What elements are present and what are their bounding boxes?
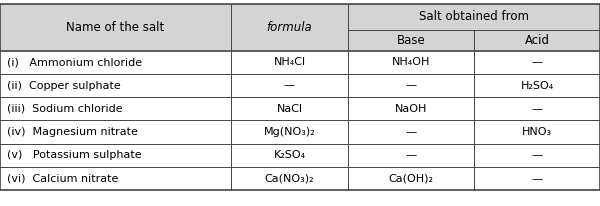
Bar xyxy=(231,4,348,51)
Bar xyxy=(231,97,348,121)
Bar xyxy=(474,74,600,97)
Text: (vi)  Calcium nitrate: (vi) Calcium nitrate xyxy=(7,174,119,184)
Text: (i)   Ammonium chloride: (i) Ammonium chloride xyxy=(7,57,142,67)
Bar xyxy=(348,97,474,121)
Text: —: — xyxy=(532,104,542,114)
Bar xyxy=(0,74,231,97)
Text: (ii)  Copper sulphate: (ii) Copper sulphate xyxy=(7,81,121,91)
Text: —: — xyxy=(532,57,542,67)
Text: (v)   Potassium sulphate: (v) Potassium sulphate xyxy=(7,150,142,160)
Bar xyxy=(348,121,474,144)
Text: H₂SO₄: H₂SO₄ xyxy=(520,81,554,91)
Text: —: — xyxy=(532,150,542,160)
Text: Ca(OH)₂: Ca(OH)₂ xyxy=(389,174,434,184)
Text: (iv)  Magnesium nitrate: (iv) Magnesium nitrate xyxy=(7,127,138,137)
Bar xyxy=(348,74,474,97)
Bar xyxy=(474,30,600,51)
Text: NaCl: NaCl xyxy=(277,104,302,114)
Bar xyxy=(231,144,348,167)
Bar xyxy=(231,74,348,97)
Bar xyxy=(474,51,600,74)
Text: Mg(NO₃)₂: Mg(NO₃)₂ xyxy=(263,127,316,137)
Text: Base: Base xyxy=(397,34,425,47)
Bar xyxy=(0,167,231,190)
Text: —: — xyxy=(284,81,295,91)
Bar xyxy=(231,51,348,74)
Text: formula: formula xyxy=(266,21,313,34)
Text: NH₄Cl: NH₄Cl xyxy=(274,57,305,67)
Bar xyxy=(0,97,231,121)
Bar xyxy=(348,144,474,167)
Text: Salt obtained from: Salt obtained from xyxy=(419,11,529,23)
Text: Acid: Acid xyxy=(524,34,550,47)
Text: —: — xyxy=(406,127,416,137)
Text: —: — xyxy=(406,150,416,160)
Bar xyxy=(0,121,231,144)
Text: —: — xyxy=(406,81,416,91)
Bar xyxy=(474,97,600,121)
Text: Ca(NO₃)₂: Ca(NO₃)₂ xyxy=(265,174,314,184)
Text: HNO₃: HNO₃ xyxy=(522,127,552,137)
Bar xyxy=(0,144,231,167)
Text: —: — xyxy=(532,174,542,184)
Bar xyxy=(474,144,600,167)
Bar xyxy=(348,30,474,51)
Bar xyxy=(231,167,348,190)
Bar xyxy=(0,4,231,51)
Bar xyxy=(231,121,348,144)
Text: Name of the salt: Name of the salt xyxy=(67,21,164,34)
Text: NH₄OH: NH₄OH xyxy=(392,57,430,67)
Text: K₂SO₄: K₂SO₄ xyxy=(274,150,305,160)
Bar xyxy=(0,51,231,74)
Text: (iii)  Sodium chloride: (iii) Sodium chloride xyxy=(7,104,123,114)
Bar xyxy=(474,121,600,144)
Text: NaOH: NaOH xyxy=(395,104,427,114)
Bar xyxy=(474,167,600,190)
Bar xyxy=(348,4,600,30)
Bar xyxy=(348,167,474,190)
Bar xyxy=(348,51,474,74)
